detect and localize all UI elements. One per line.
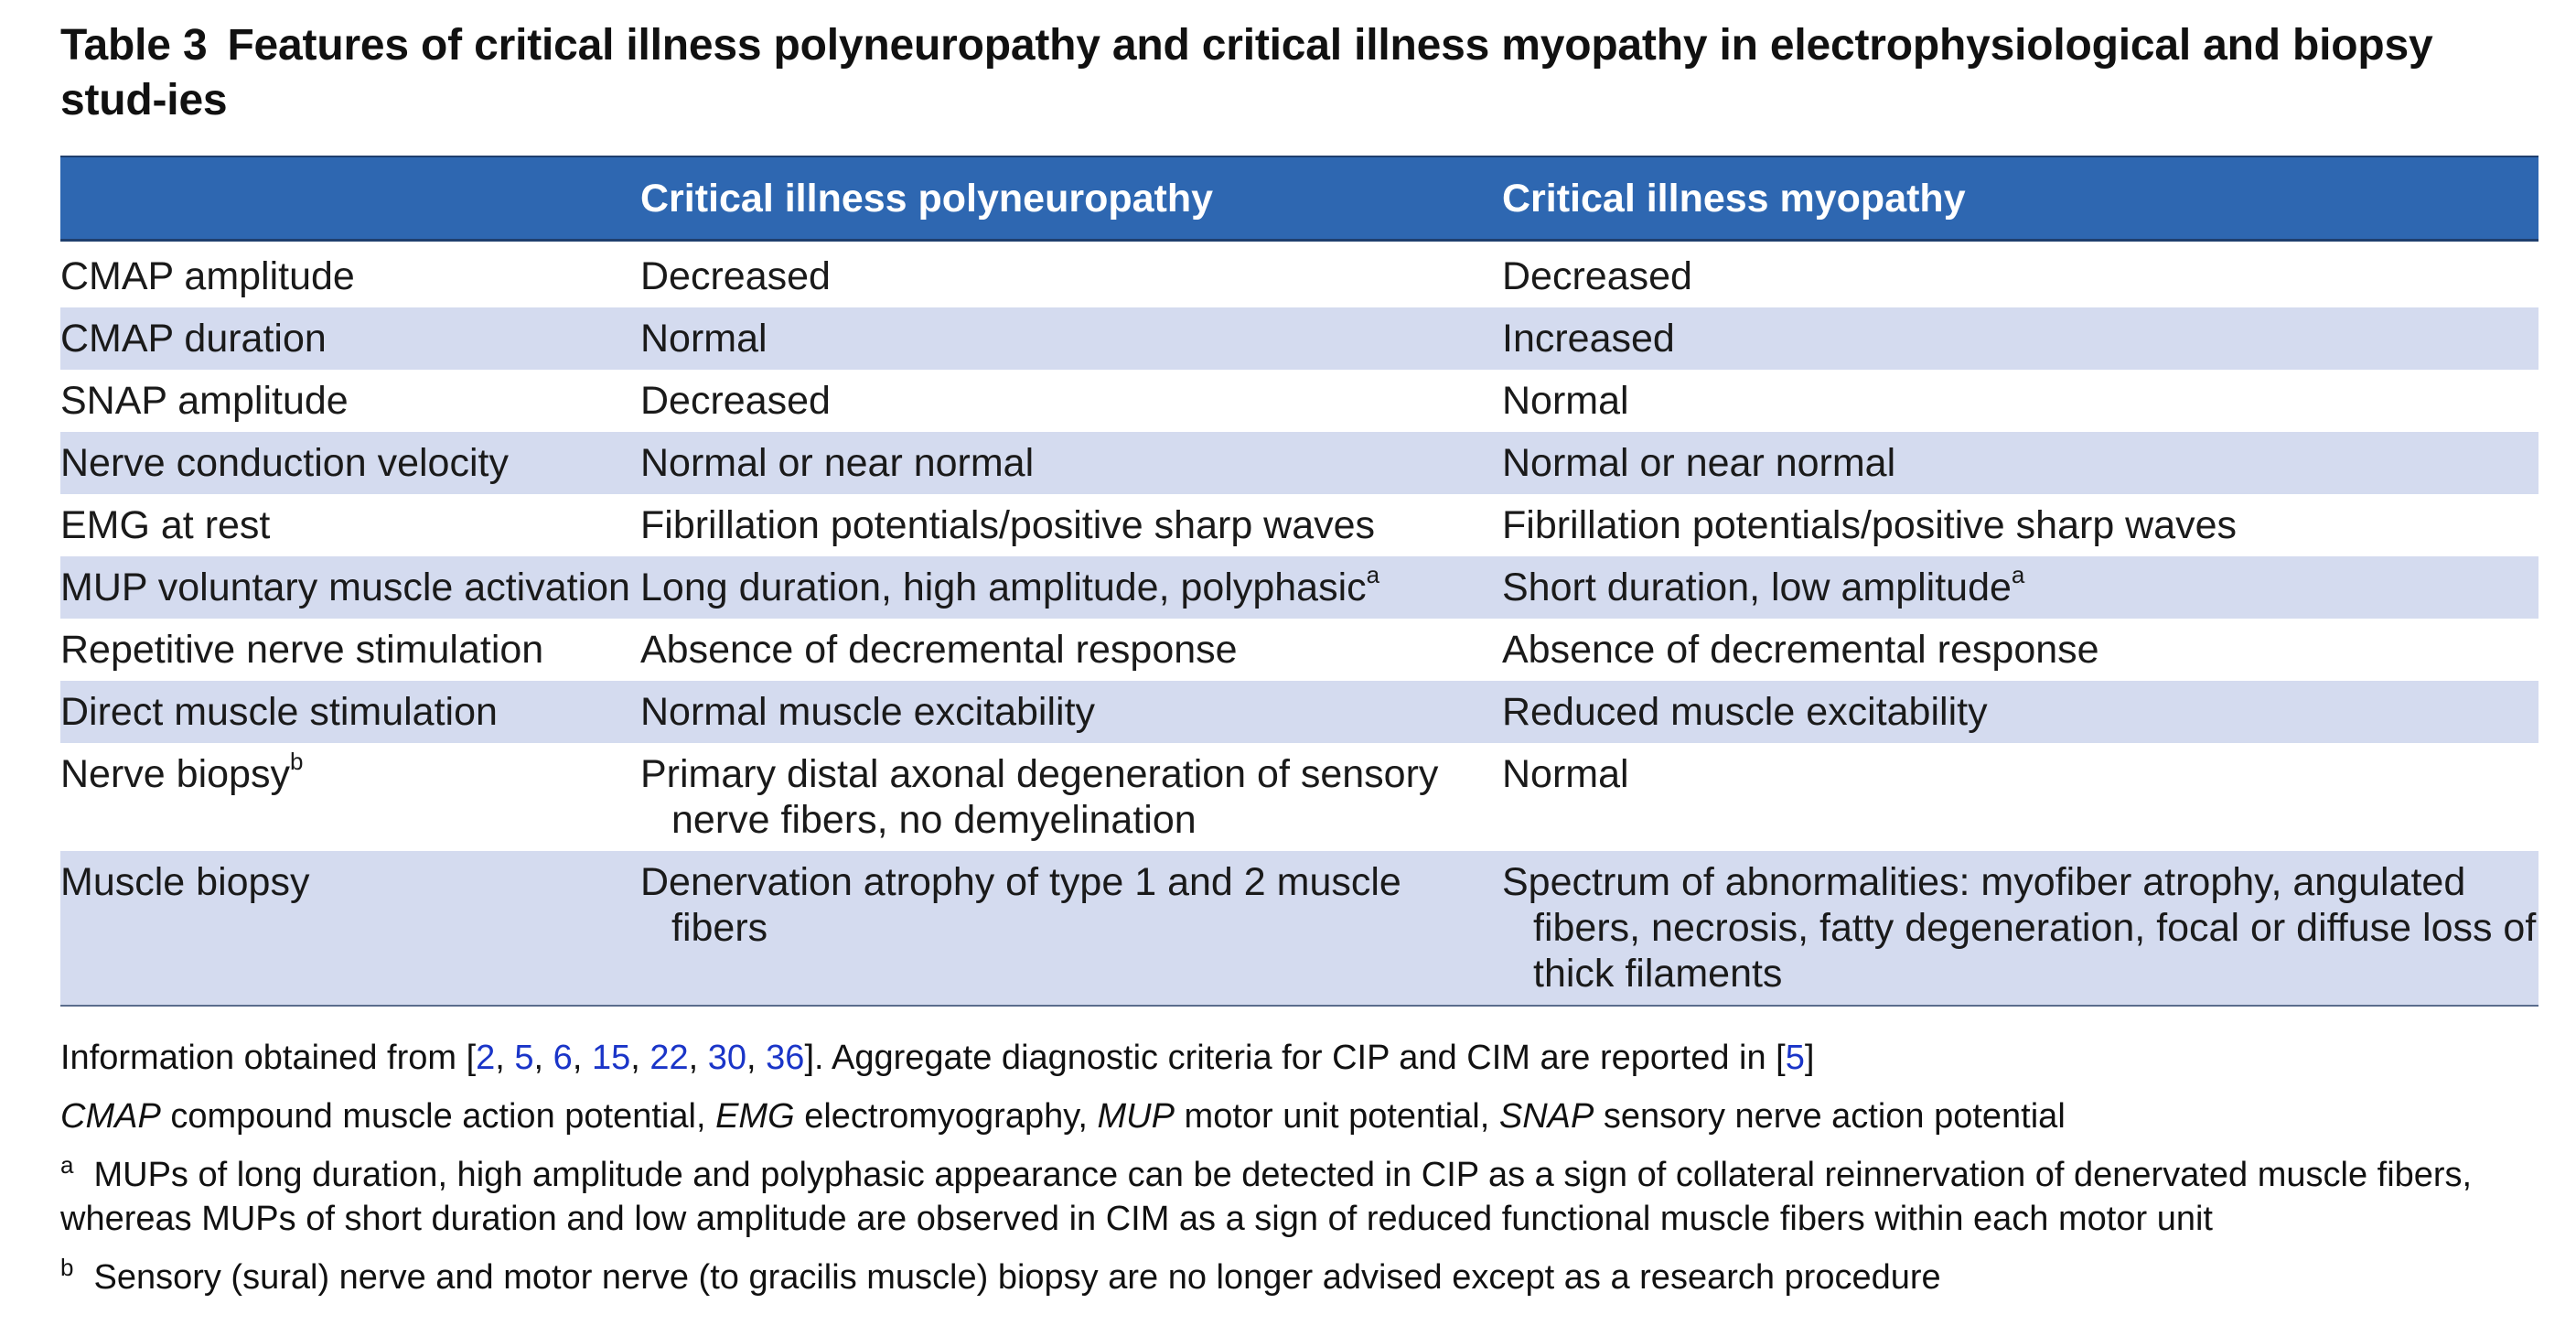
ref-link[interactable]: 5 (514, 1039, 534, 1077)
cim-cell: Fibrillation potentials/positive sharp w… (1502, 503, 2238, 547)
table-row: Nerve conduction velocity Normal or near… (60, 432, 2538, 494)
abbr-term: CMAP (60, 1097, 161, 1136)
features-table: Critical illness polyneuropathy Critical… (60, 156, 2538, 1007)
abbr-definition: sensory nerve action potential (1603, 1097, 2066, 1136)
cip-cell: Denervation atrophy of type 1 and 2 musc… (640, 851, 1502, 1006)
ref-link[interactable]: 6 (553, 1039, 573, 1077)
cip-cell: Long duration, high amplitude, polyphasi… (640, 556, 1502, 619)
cim-cell: Normal (1502, 752, 1629, 796)
cim-cell: Spectrum of abnormalities: myofiber atro… (1502, 851, 2538, 1006)
table-row: Repetitive nerve stimulation Absence of … (60, 619, 2538, 681)
table-number: Table 3 (60, 21, 208, 70)
feature-text: Nerve biopsy (60, 752, 290, 796)
cim-text: Spectrum of abnormalities: myofiber atro… (1502, 860, 2537, 996)
cip-cell: Normal (640, 317, 767, 361)
feature-cell: Nerve conduction velocity (60, 441, 509, 485)
cip-cell: Decreased (640, 254, 831, 298)
cim-cell: Short duration, low amplitudea (1502, 556, 2538, 619)
header-feature (60, 156, 640, 241)
source-suffix: ] (1804, 1039, 1815, 1077)
feature-cell: CMAP duration (60, 317, 327, 361)
footnote-b-marker: b (289, 747, 304, 775)
abbr-term: SNAP (1498, 1097, 1594, 1136)
cim-cell: Absence of decremental response (1502, 628, 2099, 672)
footnote-a-marker: a (1366, 560, 1380, 588)
cim-cell: Normal or near normal (1502, 441, 1896, 485)
footnote-a-marker: a (2011, 560, 2025, 588)
cip-cell: Primary distal axonal degeneration of se… (640, 743, 1502, 851)
cip-text: Primary distal axonal degeneration of se… (640, 752, 1439, 842)
table-row: Nerve biopsyb Primary distal axonal dege… (60, 743, 2538, 851)
abbr-definition: electromyography (804, 1097, 1079, 1136)
source-prefix: Information obtained from [ (60, 1039, 477, 1077)
feature-cell: MUP voluntary muscle activation (60, 566, 630, 609)
abbr-term: EMG (715, 1097, 795, 1136)
feature-cell: EMG at rest (60, 503, 271, 547)
cip-text: Long duration, high amplitude, polyphasi… (640, 566, 1367, 609)
feature-cell: Nerve biopsyb (60, 743, 640, 851)
cip-cell: Fibrillation potentials/positive sharp w… (640, 503, 1376, 547)
cim-cell: Increased (1502, 317, 1675, 361)
table-row: Direct muscle stimulation Normal muscle … (60, 681, 2538, 743)
cip-cell: Absence of decremental response (640, 628, 1238, 672)
footnote-a: a MUPs of long duration, high amplitude a… (60, 1153, 2549, 1241)
cim-cell: Normal (1502, 379, 1629, 423)
header-cim: Critical illness myopathy (1502, 176, 1966, 221)
header-cip: Critical illness polyneuropathy (640, 176, 1214, 221)
cim-text: Short duration, low amplitude (1502, 566, 2012, 609)
cip-cell: Decreased (640, 379, 831, 423)
cip-text: Denervation atrophy of type 1 and 2 musc… (640, 860, 1401, 950)
source-middle: ]. Aggregate diagnostic criteria for CIP… (804, 1039, 1786, 1077)
table-row: CMAP duration Normal Increased (60, 307, 2538, 370)
table-row: EMG at rest Fibrillation potentials/posi… (60, 494, 2538, 556)
table-title: Table 3 Features of critical illness poly… (60, 18, 2549, 128)
footnote-a-text: MUPs of long duration, high amplitude an… (60, 1156, 2473, 1238)
ref-link[interactable]: 5 (1785, 1039, 1805, 1077)
footnote-b-mark: b (60, 1254, 74, 1282)
feature-cell: CMAP amplitude (60, 254, 355, 298)
table-caption: Features of critical illness polyneuropa… (60, 21, 2433, 124)
cim-cell: Decreased (1502, 254, 1692, 298)
abbr-term: MUP (1097, 1097, 1175, 1136)
feature-cell: Direct muscle stimulation (60, 690, 498, 734)
footnote-b: b Sensory (sural) nerve and motor nerve (… (60, 1255, 2549, 1299)
footnote-b-text: Sensory (sural) nerve and motor nerve (t… (93, 1258, 1941, 1297)
feature-cell: Muscle biopsy (60, 860, 310, 904)
ref-link[interactable]: 15 (591, 1039, 631, 1077)
cip-cell: Normal or near normal (640, 441, 1035, 485)
table-header-row: Critical illness polyneuropathy Critical… (60, 156, 2538, 241)
cip-cell: Normal muscle excitability (640, 690, 1096, 734)
abbreviations-note: CMAP compound muscle action potential, E… (60, 1097, 2066, 1136)
ref-link[interactable]: 30 (707, 1039, 747, 1077)
abbr-definition: motor unit potential (1184, 1097, 1480, 1136)
abbr-definition: compound muscle action potential (170, 1097, 696, 1136)
table-row: CMAP amplitude Decreased Decreased (60, 241, 2538, 308)
ref-link[interactable]: 36 (766, 1039, 805, 1077)
table-row: SNAP amplitude Decreased Normal (60, 370, 2538, 432)
feature-cell: Repetitive nerve stimulation (60, 628, 544, 672)
footnote-a-mark: a (60, 1151, 74, 1180)
cim-cell: Reduced muscle excitability (1502, 690, 1988, 734)
ref-link[interactable]: 22 (649, 1039, 689, 1077)
feature-cell: SNAP amplitude (60, 379, 349, 423)
table-row: MUP voluntary muscle activation Long dur… (60, 556, 2538, 619)
table-notes: Information obtained from [2, 5, 6, 15, … (60, 1036, 2549, 1314)
ref-link[interactable]: 2 (476, 1039, 496, 1077)
table-row: Muscle biopsy Denervation atrophy of typ… (60, 851, 2538, 1006)
source-note: Information obtained from [2, 5, 6, 15, … (60, 1039, 1815, 1077)
